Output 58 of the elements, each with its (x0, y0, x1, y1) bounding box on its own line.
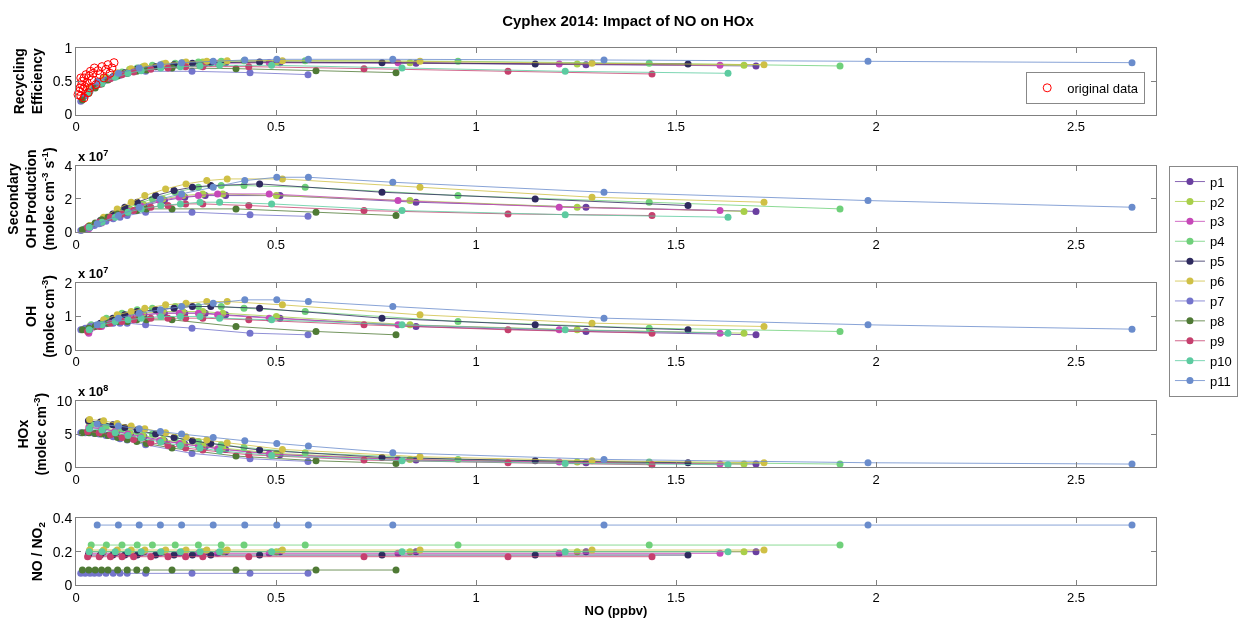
legend-label: p9 (1209, 333, 1225, 349)
y-tick-label: 1 (64, 308, 73, 325)
x-tick-label: 2 (872, 119, 880, 135)
y-tick-label: 1 (64, 39, 73, 56)
y-tick-label: 5 (64, 426, 73, 442)
x-tick-label: 0.5 (266, 354, 286, 370)
x-tick-label: 1.5 (666, 119, 686, 135)
x-tick-label: 0.5 (266, 589, 286, 605)
x-tick-label: 1.5 (666, 589, 686, 605)
y-tick-label: 0 (64, 341, 73, 358)
x-tick-label: 2.5 (1066, 472, 1086, 487)
text: x 10$^{7}$ (78, 265, 109, 282)
legend-label: p4 (1209, 234, 1225, 250)
legend-label: p1 (1209, 174, 1225, 190)
x-tick-label: 2 (872, 236, 880, 252)
x-tick-label: 1 (472, 119, 480, 135)
x-tick-label: 0.5 (266, 119, 286, 135)
y-tick-label: 2 (64, 190, 73, 207)
x-tick-label: 2 (872, 589, 880, 605)
legend-label: p3 (1209, 214, 1225, 230)
x-tick-label: 2 (872, 354, 880, 370)
text: x 10$^{8}$ (78, 383, 109, 400)
y-tick-label: 4 (64, 157, 73, 174)
legend-label: p7 (1209, 294, 1225, 310)
x-tick-label: 1 (472, 589, 480, 605)
x-tick-label: 2 (872, 472, 880, 487)
x-tick-label: 1 (472, 236, 480, 252)
y-tick-label: 0.5 (52, 73, 73, 90)
y-tick-label: 10 (56, 392, 73, 409)
y-tick-label: 0 (64, 576, 73, 593)
x-tick-label: 2.5 (1066, 589, 1086, 605)
y-axis-title: Recycling Efficiency (11, 48, 46, 115)
y-tick-label: 0.2 (52, 543, 73, 560)
x-tick-label: 1.5 (666, 354, 686, 370)
legend-label: p11 (1209, 373, 1231, 389)
x-tick-label: 2.5 (1066, 236, 1086, 252)
chart-title: Cyphex 2014: Impact of NO on HOx (502, 12, 755, 30)
x-tick-label: 1 (472, 472, 480, 487)
legend-label: p5 (1209, 254, 1225, 270)
legend-label: p6 (1209, 274, 1225, 290)
legend-label: p10 (1209, 353, 1232, 369)
y-tick-label: 0 (64, 459, 73, 476)
y-tick-label: 2 (64, 275, 73, 292)
x-tick-label: 0.5 (266, 472, 286, 487)
legend-label: original data (1067, 80, 1139, 96)
x-tick-label: 1.5 (666, 472, 686, 487)
x-tick-label: 0.5 (266, 236, 286, 252)
y-tick-label: 0.4 (52, 510, 73, 527)
text: x 10$^{7}$ (78, 148, 109, 165)
x-axis-title: NO (ppbv) (584, 603, 648, 619)
y-tick-label: 0 (64, 106, 73, 123)
x-tick-label: 2.5 (1066, 119, 1086, 135)
legend-label: p8 (1209, 313, 1225, 329)
x-tick-label: 1 (472, 354, 480, 370)
y-tick-label: 0 (64, 224, 73, 241)
legend-label: p2 (1209, 194, 1225, 210)
x-tick-label: 1.5 (666, 236, 686, 252)
x-tick-label: 2.5 (1066, 354, 1086, 370)
